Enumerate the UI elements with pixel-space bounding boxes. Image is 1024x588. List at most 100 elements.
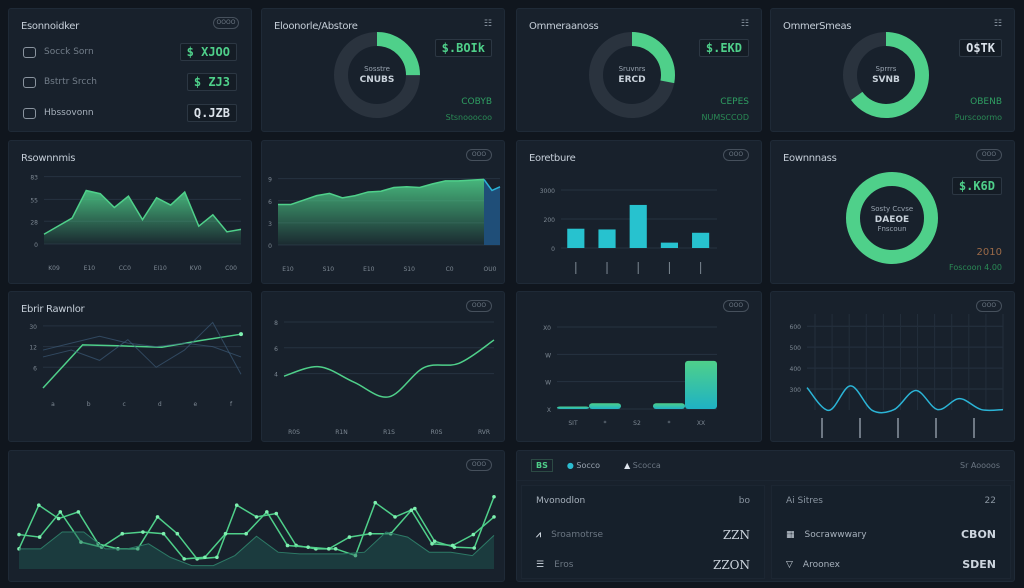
menu-icon[interactable]: ☷ [740,19,749,29]
options-toggle[interactable]: OOO [466,149,492,161]
data-point [306,545,310,549]
x-tick-label: R1S [383,429,395,436]
tab-socco[interactable]: ● Socco [567,461,600,470]
x-tick-label: S2 [633,420,641,427]
y-tick-label: 600 [790,324,802,331]
item-value: Q.JZB [186,104,237,122]
list-item[interactable]: ☰ Eros ZZON [536,558,750,572]
bar [589,403,621,409]
y-tick-label: 3000 [540,188,555,195]
options-toggle[interactable]: OOO [976,149,1002,161]
x-tick-label: C00 [225,265,237,272]
server-icon [23,76,36,88]
card-title: Mvonodlon [536,496,586,506]
footer-label: Foscoon 4.00 [949,263,1002,272]
y-tick-label: 3 [268,221,272,228]
y-tick-label: 0 [551,246,555,253]
data-point [353,553,358,558]
list-item[interactable]: ▽ Aroonex SDEN [786,558,996,571]
trend-area-panel: OOO 0 3 6 9 E10 S10 E10 S10 C0 OU0 [261,140,505,284]
options-toggle[interactable]: OOO [466,459,492,471]
filter-icon: ▽ [786,559,793,570]
data-point [244,531,248,536]
tab-scocca[interactable]: ▲ Scocca [624,461,661,470]
y-tick-label: 500 [790,345,802,352]
data-point [432,539,437,544]
y-tick-label: 12 [29,345,37,352]
list-item[interactable]: ▦ Socrawwwary CBON [786,528,996,541]
y-tick-label: W [545,380,551,387]
tab-bs[interactable]: BS [531,459,553,472]
bar [629,204,647,248]
x-tick-label: S10 [403,266,415,273]
metric-value: $.EKD [698,39,749,57]
donut-value: SVNB [872,75,900,85]
chart-icon: ⩘ [536,530,542,540]
data-point [215,555,219,560]
x-tick-label: a [51,401,55,408]
list-item[interactable]: ⩘ Sroamotrse ZZN [536,528,750,542]
data-point [254,515,259,519]
item-value: ZZN [722,528,750,542]
list-item[interactable]: Hbssovonn Q.JZB [23,104,237,122]
x-tick-label: K09 [48,265,60,272]
item-value: CBON [960,528,996,541]
panel-title: Ommeraanoss [529,21,599,32]
footer-value: 2010 [976,247,1002,258]
bar [557,406,589,409]
x-tick-label: RVR [478,429,490,436]
data-point [274,511,279,516]
y-tick-label: W [545,352,551,359]
y-tick-label: 9 [268,177,272,184]
x-tick-label: R0S [431,429,443,436]
donut-panel-3: OmmerSmeas ☷ Sprrrs SVNB O$TK OBENB Pursc… [770,8,1015,132]
data-point [393,515,397,519]
circle-icon: ● [566,461,574,470]
menu-icon[interactable]: ☷ [993,19,1002,29]
series-line [19,531,495,567]
panel-title: Eoretbure [529,153,576,164]
x-tick-label: f [230,401,233,408]
x-tick-label: E10 [282,266,294,273]
options-toggle[interactable]: OOOO [213,17,239,29]
data-point [239,332,243,337]
donut-value: ERCD [618,75,646,85]
options-toggle[interactable]: OOO [466,300,492,312]
curve-chart: 4 6 8 R0S R1N R1S R0S RVR [274,320,495,436]
metric-value: O$TK [959,39,1002,57]
tab-label: Scocca [632,461,661,470]
list-item[interactable]: Bstrtr Srcch $ ZJ3 [23,73,237,91]
menu-icon[interactable]: ☷ [483,19,492,29]
donut-label: Sprrrs [875,65,897,73]
data-point [373,500,378,505]
card-menu[interactable]: bo [738,496,750,506]
donut-fill [589,32,675,118]
options-toggle[interactable]: OOO [723,149,749,161]
x-tick-label: * [604,420,607,427]
series-line [42,321,242,375]
y-tick-label: 28 [30,219,38,226]
y-tick-label: 0 [268,243,272,250]
y-tick-label: 400 [790,366,802,373]
options-toggle[interactable]: OOO [976,300,1002,312]
area-chart-panel: Rsownnmis 0 28 55 83 K09 E10 CC0 EI10 KV0 C00 [8,140,252,284]
panel-title: OmmerSmeas [783,21,852,32]
list-item[interactable]: Socck Sorn $ XJOO [23,43,237,61]
data-point [430,542,434,546]
donut-chart [843,32,929,118]
header-action[interactable]: Sr Aoooos [960,461,1000,470]
data-point [155,515,160,519]
data-point [58,510,63,514]
data-point [285,543,290,548]
ring-gauge [846,172,938,264]
donut-chart [334,32,420,118]
item-label: Eros [554,560,574,570]
footer-label: Purscoormo [954,113,1002,122]
step-bar-chart: X W W X0 SIT * S2 * XX [543,325,717,427]
database-icon [23,107,36,119]
card-menu[interactable]: 22 [984,496,996,506]
ring-fill [846,172,938,264]
series-line [42,333,242,389]
data-point [326,547,331,551]
options-toggle[interactable]: OOO [723,300,749,312]
